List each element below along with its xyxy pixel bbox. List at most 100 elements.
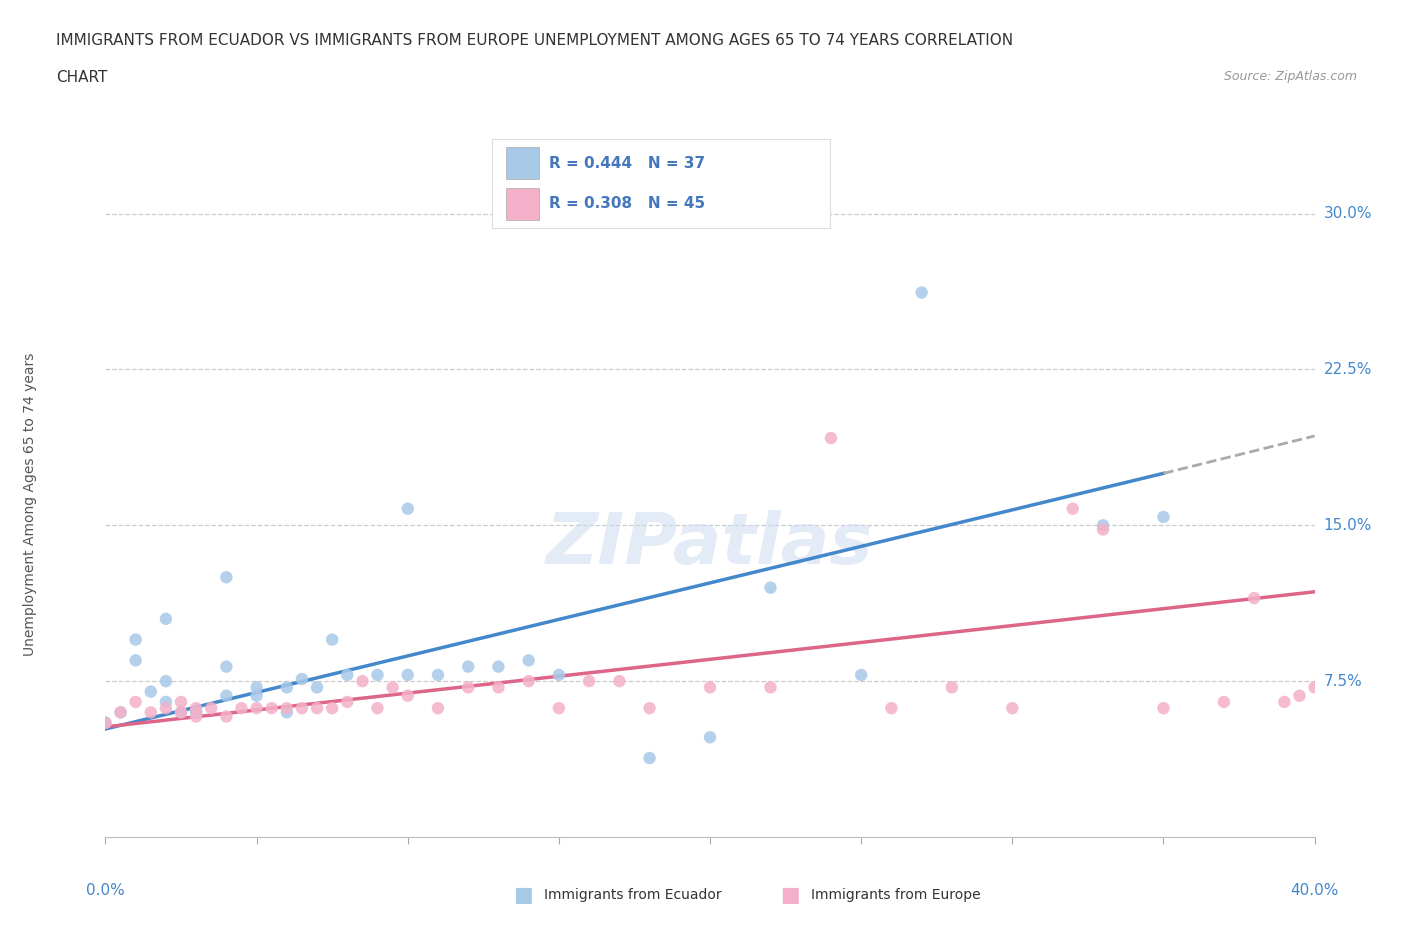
- Point: [548, 668, 571, 683]
- Point: [426, 668, 449, 683]
- Point: [381, 680, 404, 695]
- Point: [517, 653, 540, 668]
- Text: CHART: CHART: [56, 70, 108, 85]
- Point: [699, 680, 721, 695]
- Point: [155, 673, 177, 688]
- Point: [321, 700, 343, 715]
- Point: [396, 668, 419, 683]
- Point: [548, 700, 571, 715]
- Text: ZIPatlas: ZIPatlas: [547, 510, 873, 578]
- Text: 30.0%: 30.0%: [1323, 206, 1372, 221]
- Point: [215, 688, 238, 703]
- Point: [517, 673, 540, 688]
- Point: [1274, 695, 1296, 710]
- Point: [352, 673, 374, 688]
- Point: [124, 632, 148, 647]
- Point: [911, 286, 934, 300]
- Point: [110, 705, 132, 720]
- Point: [307, 700, 329, 715]
- Point: [139, 705, 162, 720]
- Point: [186, 705, 208, 720]
- Point: [245, 700, 267, 715]
- Point: [1153, 510, 1175, 525]
- Point: [186, 709, 208, 724]
- Text: Immigrants from Europe: Immigrants from Europe: [811, 887, 981, 902]
- Point: [110, 705, 132, 720]
- Text: 0.0%: 0.0%: [86, 883, 125, 897]
- Point: [94, 715, 117, 730]
- Text: R = 0.308   N = 45: R = 0.308 N = 45: [550, 196, 706, 211]
- Point: [1091, 518, 1114, 533]
- Point: [336, 695, 359, 710]
- Text: R = 0.444   N = 37: R = 0.444 N = 37: [550, 156, 706, 171]
- Text: ■: ■: [780, 884, 800, 905]
- Point: [609, 673, 631, 688]
- Point: [336, 668, 359, 683]
- Point: [699, 730, 721, 745]
- Point: [1153, 700, 1175, 715]
- Text: 22.5%: 22.5%: [1323, 362, 1372, 377]
- Point: [366, 668, 388, 683]
- Text: ■: ■: [513, 884, 533, 905]
- Point: [849, 668, 872, 683]
- Point: [880, 700, 903, 715]
- Point: [1212, 695, 1236, 710]
- Bar: [506, 148, 540, 179]
- Point: [260, 700, 283, 715]
- Point: [759, 680, 782, 695]
- Point: [1303, 680, 1326, 695]
- Text: IMMIGRANTS FROM ECUADOR VS IMMIGRANTS FROM EUROPE UNEMPLOYMENT AMONG AGES 65 TO : IMMIGRANTS FROM ECUADOR VS IMMIGRANTS FR…: [56, 33, 1014, 47]
- Point: [276, 705, 298, 720]
- Point: [215, 570, 238, 585]
- Point: [155, 695, 177, 710]
- Point: [396, 688, 419, 703]
- Point: [170, 695, 193, 710]
- Bar: [506, 188, 540, 219]
- Point: [231, 700, 253, 715]
- Point: [200, 700, 222, 715]
- Point: [94, 715, 117, 730]
- Point: [276, 700, 298, 715]
- Point: [1062, 501, 1084, 516]
- Point: [759, 580, 782, 595]
- Point: [396, 501, 419, 516]
- Point: [291, 671, 314, 686]
- Point: [155, 700, 177, 715]
- Point: [170, 705, 193, 720]
- Point: [245, 680, 267, 695]
- Point: [457, 659, 479, 674]
- Point: [638, 751, 661, 765]
- Point: [170, 705, 193, 720]
- Point: [1001, 700, 1024, 715]
- Point: [186, 700, 208, 715]
- Point: [276, 680, 298, 695]
- Point: [291, 700, 314, 715]
- Point: [820, 431, 842, 445]
- Text: 40.0%: 40.0%: [1291, 883, 1339, 897]
- Point: [215, 709, 238, 724]
- Text: Immigrants from Ecuador: Immigrants from Ecuador: [544, 887, 721, 902]
- Text: Source: ZipAtlas.com: Source: ZipAtlas.com: [1223, 70, 1357, 83]
- Point: [245, 688, 267, 703]
- Point: [139, 684, 162, 699]
- Point: [486, 680, 509, 695]
- Text: 7.5%: 7.5%: [1323, 673, 1362, 688]
- Text: 15.0%: 15.0%: [1323, 518, 1372, 533]
- Point: [366, 700, 388, 715]
- Point: [124, 695, 148, 710]
- Point: [307, 680, 329, 695]
- Point: [186, 705, 208, 720]
- Point: [124, 653, 148, 668]
- Point: [486, 659, 509, 674]
- Point: [457, 680, 479, 695]
- Point: [1091, 522, 1114, 537]
- Point: [1288, 688, 1310, 703]
- Text: Unemployment Among Ages 65 to 74 years: Unemployment Among Ages 65 to 74 years: [24, 352, 38, 657]
- Point: [638, 700, 661, 715]
- Point: [1243, 591, 1265, 605]
- Point: [321, 632, 343, 647]
- Point: [578, 673, 600, 688]
- Point: [426, 700, 449, 715]
- Point: [215, 659, 238, 674]
- Point: [941, 680, 963, 695]
